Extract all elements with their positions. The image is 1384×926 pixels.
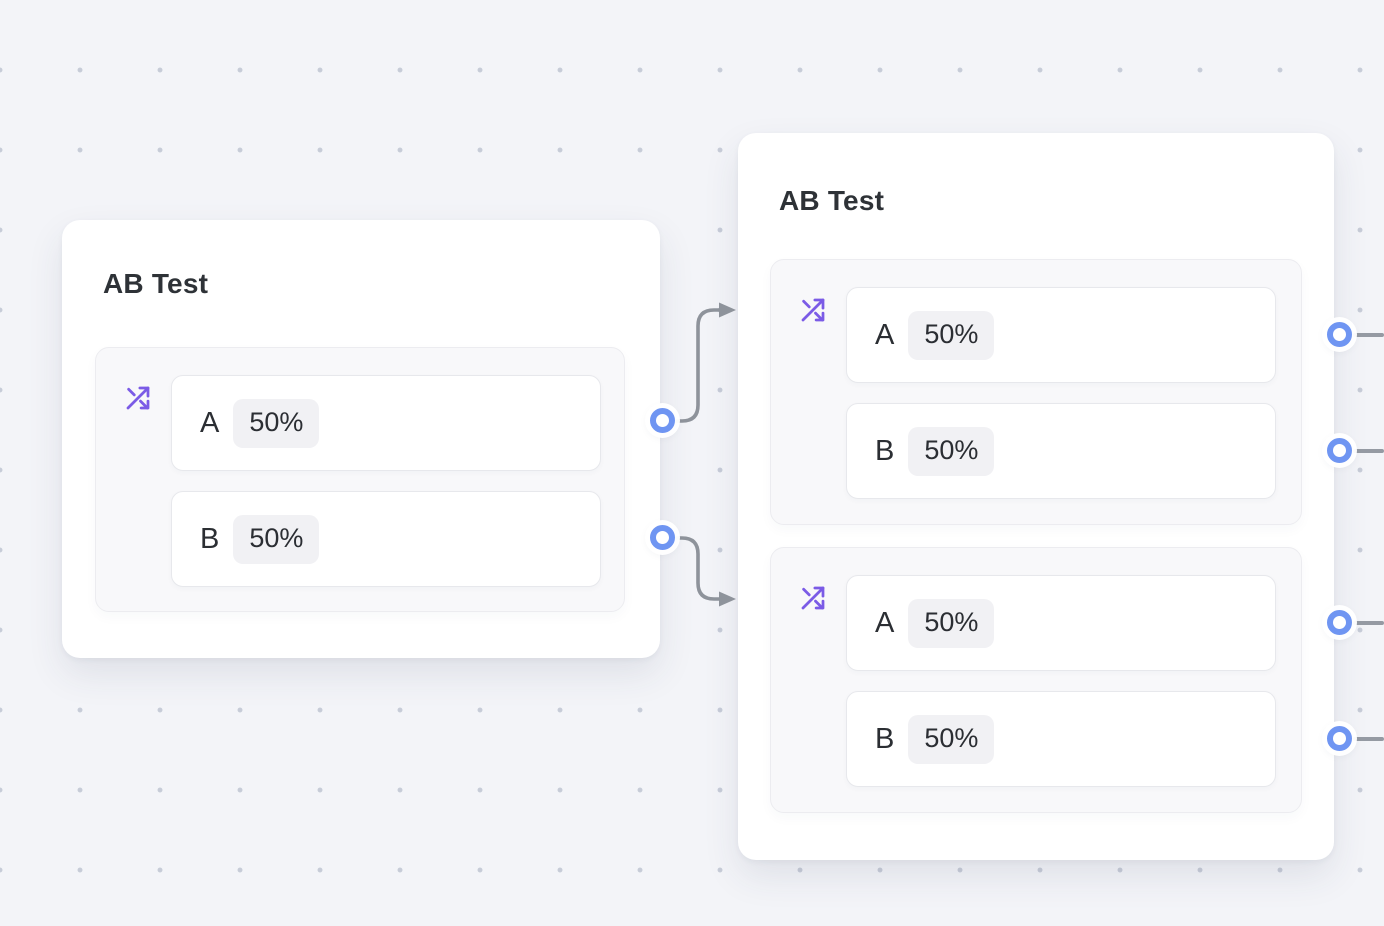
variant-label: A [875, 318, 895, 351]
percent-badge: 50% [908, 714, 995, 764]
node-title: AB Test [779, 185, 885, 216]
variant-group: A 50% B 50% [95, 347, 625, 612]
percent-badge: 50% [908, 598, 995, 648]
variant-row-b: B 50% [846, 691, 1276, 787]
variant-group: A 50% B 50% [770, 259, 1302, 525]
edge-stub[interactable] [1353, 333, 1384, 337]
output-port-right-g1a[interactable] [1327, 322, 1352, 347]
variant-label: B [875, 434, 895, 467]
percent-badge: 50% [233, 514, 320, 564]
variant-row-a: A 50% [171, 375, 601, 471]
variant-label: A [200, 406, 220, 439]
variant-label: A [875, 606, 895, 639]
output-port-right-g2b[interactable] [1327, 726, 1352, 751]
edge-bottom[interactable] [671, 536, 736, 607]
output-port-right-g1b[interactable] [1327, 438, 1352, 463]
edge-stub[interactable] [1353, 737, 1384, 741]
shuffle-icon [801, 298, 825, 322]
shuffle-icon [801, 586, 825, 610]
variant-group: A 50% B 50% [770, 547, 1302, 813]
edge-stub[interactable] [1353, 449, 1384, 453]
shuffle-icon [126, 386, 150, 410]
edge-arrowhead [719, 591, 736, 607]
edge-stub[interactable] [1353, 621, 1384, 625]
variant-row-a: A 50% [846, 287, 1276, 383]
node-title: AB Test [103, 268, 209, 299]
edge-arrowhead [719, 302, 736, 318]
percent-badge: 50% [233, 398, 320, 448]
output-port-right-g2a[interactable] [1327, 610, 1352, 635]
variant-label: B [200, 522, 220, 555]
variant-row-b: B 50% [846, 403, 1276, 499]
ab-test-node-right[interactable]: AB Test A 50% B 50% A 50% [738, 133, 1334, 860]
ab-test-node-left[interactable]: AB Test A 50% B 50% [62, 220, 660, 658]
edge-top[interactable] [671, 302, 736, 423]
variant-label: B [875, 722, 895, 755]
output-port-left-b[interactable] [650, 525, 675, 550]
output-port-left-a[interactable] [650, 408, 675, 433]
variant-row-b: B 50% [171, 491, 601, 587]
percent-badge: 50% [908, 426, 995, 476]
variant-row-a: A 50% [846, 575, 1276, 671]
percent-badge: 50% [908, 310, 995, 360]
